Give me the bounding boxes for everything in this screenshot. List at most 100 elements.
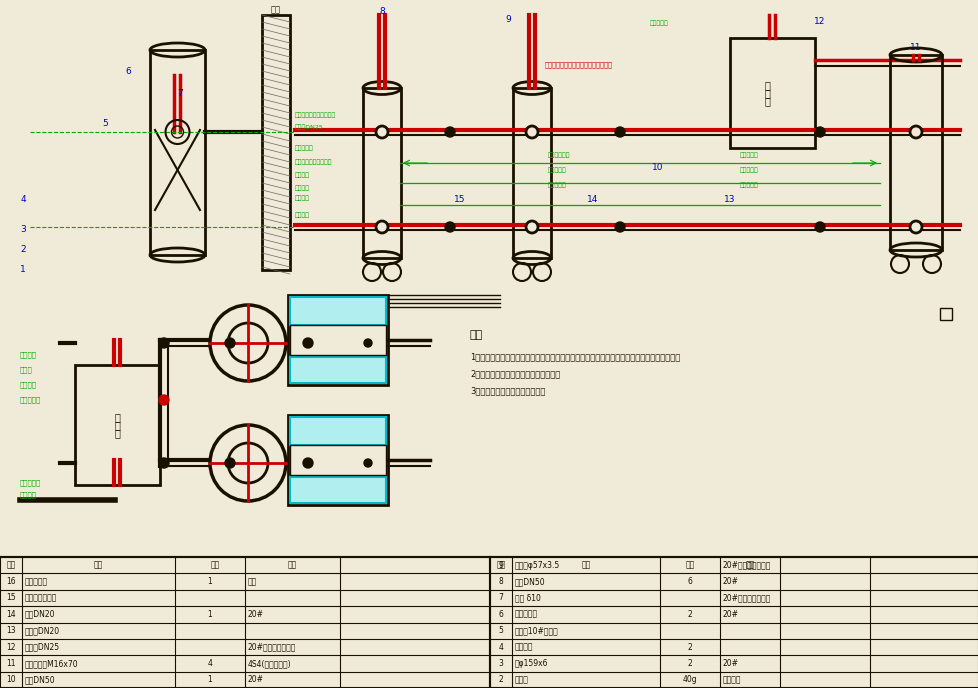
Text: 贮气管接头: 贮气管接头 — [739, 167, 758, 173]
Text: 8: 8 — [498, 577, 503, 586]
Circle shape — [302, 338, 313, 348]
Circle shape — [525, 126, 538, 138]
Text: 4S4(带螺母弹垫): 4S4(带螺母弹垫) — [247, 659, 291, 668]
Text: 三通DN50: 三通DN50 — [25, 676, 56, 685]
Text: 无缝管φ57x3.5: 无缝管φ57x3.5 — [514, 561, 559, 570]
Text: 无缝管DN25: 无缝管DN25 — [25, 643, 60, 652]
Text: 20#长度据现场规定: 20#长度据现场规定 — [247, 643, 296, 652]
Bar — [289, 417, 385, 445]
Text: 6: 6 — [687, 577, 691, 586]
Text: 7: 7 — [177, 89, 183, 98]
Circle shape — [525, 221, 538, 233]
Circle shape — [814, 127, 824, 137]
Text: 7: 7 — [498, 594, 503, 603]
Bar — [289, 297, 385, 325]
Circle shape — [376, 221, 387, 233]
Circle shape — [225, 338, 235, 348]
Text: 10: 10 — [6, 676, 16, 685]
Text: 罐: 罐 — [764, 96, 770, 106]
Circle shape — [158, 458, 169, 468]
Text: 贮气管接头: 贮气管接头 — [739, 182, 758, 188]
Text: 9: 9 — [505, 16, 511, 25]
Text: 六角头螺栓M16x70: 六角头螺栓M16x70 — [25, 659, 78, 668]
Text: 排出物质: 排出物质 — [20, 492, 37, 498]
Text: 贮: 贮 — [114, 412, 120, 422]
Text: 11: 11 — [6, 659, 16, 668]
Text: 20#长度据现场规定: 20#长度据现场规定 — [723, 561, 771, 570]
Text: 序号: 序号 — [7, 561, 16, 570]
Text: 此管与锅炉固定端锅炉侧尺寸不可颠倒: 此管与锅炉固定端锅炉侧尺寸不可颠倒 — [545, 62, 612, 68]
Text: 1、贮气瓶的安装视现场情况而定，应远离高温区，应安装在前墙的上方，以防管内积水流进。: 1、贮气瓶的安装视现场情况而定，应远离高温区，应安装在前墙的上方，以防管内积水流… — [469, 352, 680, 361]
Circle shape — [364, 459, 372, 467]
Circle shape — [614, 222, 624, 232]
Text: 20#: 20# — [723, 610, 738, 619]
Text: 2: 2 — [21, 246, 25, 255]
Text: 14: 14 — [6, 610, 16, 619]
Text: 数量: 数量 — [210, 561, 219, 570]
Text: 压缩空气: 压缩空气 — [20, 382, 37, 388]
Bar — [262, 15, 289, 270]
Text: 2: 2 — [687, 659, 691, 668]
Circle shape — [228, 323, 268, 363]
Bar — [288, 295, 387, 385]
Text: 6: 6 — [125, 67, 131, 76]
Bar — [0, 557, 490, 688]
Text: 高压空气管: 高压空气管 — [20, 480, 41, 486]
Text: 贮液排液: 贮液排液 — [294, 185, 310, 191]
Circle shape — [210, 305, 286, 381]
Text: 序号: 序号 — [496, 561, 505, 570]
Circle shape — [445, 127, 455, 137]
Text: 钢板 δ10: 钢板 δ10 — [514, 594, 540, 603]
Text: 名称: 名称 — [94, 561, 103, 570]
Bar — [289, 477, 385, 503]
Text: 12: 12 — [814, 17, 824, 27]
Circle shape — [364, 339, 372, 347]
Text: 20#大小据现场规定: 20#大小据现场规定 — [723, 594, 771, 603]
Circle shape — [158, 338, 169, 348]
Text: 贮气管接头: 贮气管接头 — [548, 167, 566, 173]
Text: 14: 14 — [587, 195, 599, 204]
Text: 数量: 数量 — [685, 561, 694, 570]
Text: 20#: 20# — [723, 659, 738, 668]
Text: 2: 2 — [687, 643, 691, 652]
Bar — [512, 88, 551, 258]
Text: 罐: 罐 — [114, 428, 120, 438]
Text: 手球阀DN20: 手球阀DN20 — [25, 626, 60, 635]
Bar — [363, 88, 401, 258]
Text: 贮液排液: 贮液排液 — [294, 212, 310, 218]
Text: 2、所有灭灰器都设置高温隔离吹扫风。: 2、所有灭灰器都设置高温隔离吹扫风。 — [469, 369, 559, 378]
Text: 三通DN20: 三通DN20 — [25, 610, 56, 619]
Text: 贮气管接头: 贮气管接头 — [548, 182, 566, 188]
Text: 板φ159x6: 板φ159x6 — [514, 659, 548, 668]
Text: 支架（10#槽钢）: 支架（10#槽钢） — [514, 626, 558, 635]
Text: 保温棉: 保温棉 — [514, 676, 528, 685]
Bar — [150, 50, 204, 255]
Text: 4: 4 — [21, 195, 25, 204]
Text: 注：: 注： — [469, 330, 483, 340]
Circle shape — [910, 126, 921, 138]
Text: 气: 气 — [114, 420, 120, 430]
Text: 安装到锅炉后墙水冷壁上: 安装到锅炉后墙水冷壁上 — [294, 112, 335, 118]
Text: 乙炔气管: 乙炔气管 — [20, 352, 37, 358]
Text: 贮气管安排温度不超过: 贮气管安排温度不超过 — [294, 159, 333, 165]
Text: 1: 1 — [21, 266, 25, 275]
Text: 工作管道连接: 工作管道连接 — [548, 152, 570, 158]
Text: 9: 9 — [498, 561, 503, 570]
Circle shape — [228, 443, 268, 483]
Text: 20#: 20# — [247, 676, 264, 685]
Text: 12: 12 — [6, 643, 16, 652]
Text: 组件: 组件 — [247, 577, 257, 586]
Bar — [730, 38, 814, 148]
Text: 贮: 贮 — [764, 80, 770, 90]
Text: 15: 15 — [6, 594, 16, 603]
Circle shape — [910, 221, 921, 233]
Text: 1: 1 — [207, 676, 212, 685]
Text: 13: 13 — [6, 626, 16, 635]
Circle shape — [302, 458, 313, 468]
Text: 硅藻铝棉: 硅藻铝棉 — [723, 676, 740, 685]
Bar — [889, 55, 941, 250]
Text: 名称: 名称 — [581, 561, 590, 570]
Circle shape — [210, 425, 286, 501]
Text: 20#: 20# — [723, 577, 738, 586]
Text: 1: 1 — [207, 577, 212, 586]
